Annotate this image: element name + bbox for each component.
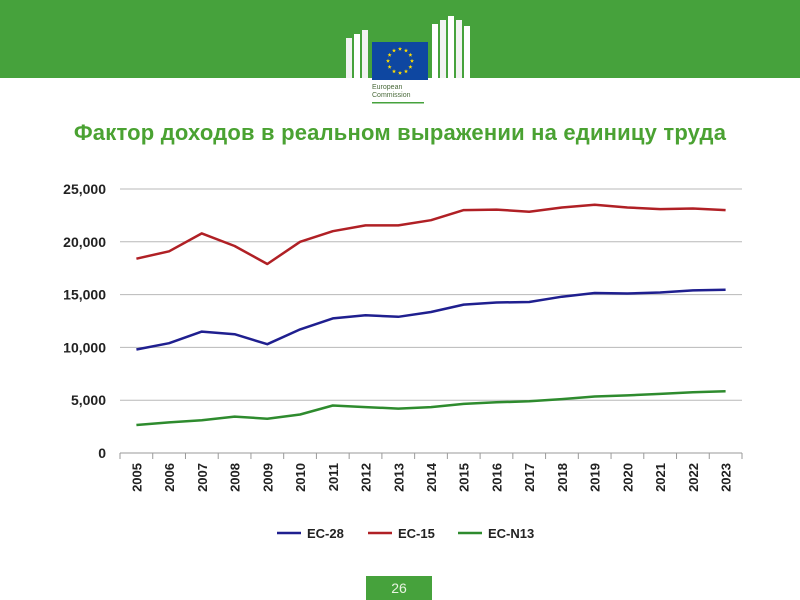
x-tick-label: 2013 <box>391 463 406 492</box>
x-tick-label: 2005 <box>129 463 144 492</box>
x-tick-label: 2014 <box>424 462 439 492</box>
x-tick-label: 2017 <box>522 463 537 492</box>
logo-line2: Commission <box>372 92 411 99</box>
y-tick-label: 10,000 <box>63 339 106 355</box>
european-commission-logo: European Commission <box>346 16 472 108</box>
x-tick-label: 2007 <box>195 463 210 492</box>
series-line-2 <box>136 389 726 427</box>
eu-stars-icon <box>385 46 415 75</box>
building-stripes-icon <box>346 16 472 108</box>
gridlines <box>119 188 743 459</box>
slide-title: Фактор доходов в реальном выражении на е… <box>73 120 727 145</box>
x-tick-label: 2016 <box>489 463 504 492</box>
y-tick-label: 0 <box>98 445 106 461</box>
eu-star-icon <box>387 52 392 57</box>
series-line-0 <box>136 288 726 351</box>
eu-star-icon <box>408 52 413 57</box>
x-tick-label: 2012 <box>359 463 374 492</box>
y-axis-ticks: 0 5,000 10,000 15,000 20,000 25,000 <box>63 181 106 461</box>
x-tick-label: 2009 <box>260 463 275 492</box>
x-tick-label: 2020 <box>620 463 635 492</box>
eu-star-icon <box>391 69 397 74</box>
x-tick-label: 2023 <box>719 463 734 492</box>
eu-star-icon <box>408 64 413 69</box>
eu-star-icon <box>385 58 391 63</box>
x-tick-label: 2011 <box>326 463 341 491</box>
eu-star-icon <box>403 48 409 53</box>
x-tick-label: 2008 <box>228 463 243 492</box>
series-line-1 <box>136 203 726 266</box>
legend: ЕС-28 ЕС-15 ЕС-N13 <box>277 526 534 541</box>
x-tick-label: 2010 <box>293 463 308 492</box>
eu-star-icon <box>409 58 415 63</box>
y-tick-label: 15,000 <box>63 287 106 303</box>
eu-star-icon <box>403 69 409 74</box>
logo-line1: European <box>372 84 402 91</box>
eu-star-icon <box>397 70 403 75</box>
legend-label: ЕС-28 <box>307 526 344 541</box>
legend-label: ЕС-N13 <box>488 526 534 541</box>
eu-star-icon <box>397 46 403 51</box>
eu-star-icon <box>387 64 392 69</box>
x-tick-label: 2019 <box>588 463 603 492</box>
legend-label: ЕС-15 <box>398 526 435 541</box>
series-lines <box>136 203 726 427</box>
y-tick-label: 5,000 <box>71 392 106 408</box>
y-tick-label: 25,000 <box>63 181 106 197</box>
x-tick-label: 2021 <box>653 463 668 492</box>
y-tick-label: 20,000 <box>63 234 106 250</box>
x-tick-label: 2006 <box>162 463 177 492</box>
x-axis-ticks: 2005 2006 2007 2008 2009 2010 2011 2012 2013 2014… <box>129 462 733 492</box>
page-number: 26 <box>366 576 432 600</box>
eu-star-icon <box>391 48 397 53</box>
x-tick-label: 2022 <box>686 463 701 492</box>
x-tick-label: 2015 <box>457 463 472 492</box>
x-tick-label: 2018 <box>555 463 570 492</box>
